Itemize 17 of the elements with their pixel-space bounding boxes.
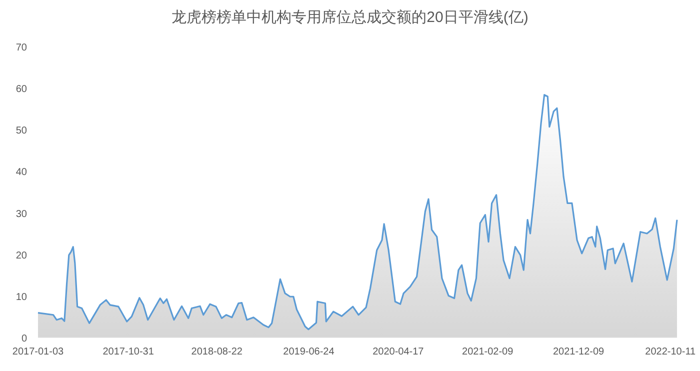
y-tick-label: 60: [16, 84, 28, 96]
x-tick-label: 2018-08-22: [191, 346, 243, 358]
x-tick-label: 2017-10-31: [102, 346, 154, 358]
x-tick-label: 2021-02-09: [462, 346, 514, 358]
x-tick-label: 2019-06-24: [283, 346, 335, 358]
y-tick-label: 0: [21, 333, 28, 344]
x-tick-label: 2020-04-17: [372, 346, 424, 358]
y-tick-label: 50: [16, 126, 28, 137]
x-tick-label: 2022-10-11: [645, 346, 696, 358]
x-tick-label: 2017-01-03: [12, 346, 64, 358]
y-tick-label: 30: [16, 208, 28, 220]
y-tick-label: 70: [16, 42, 28, 54]
y-tick-label: 40: [16, 167, 28, 178]
y-tick-label: 10: [16, 292, 28, 303]
y-tick-label: 20: [16, 250, 28, 262]
chart-title: 龙虎榜榜单中机构专用席位总成交额的20日平滑线(亿): [172, 9, 528, 26]
x-tick-label: 2021-12-09: [552, 346, 605, 358]
